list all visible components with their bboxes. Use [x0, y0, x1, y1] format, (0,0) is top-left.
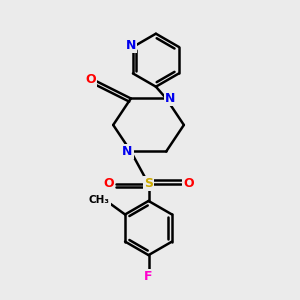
- Text: F: F: [144, 270, 153, 283]
- Text: N: N: [125, 39, 136, 52]
- Text: CH₃: CH₃: [89, 195, 110, 205]
- Text: O: O: [183, 177, 194, 190]
- Text: N: N: [164, 92, 175, 105]
- Text: N: N: [122, 145, 133, 158]
- Text: O: O: [103, 177, 114, 190]
- Text: O: O: [85, 73, 95, 86]
- Text: S: S: [144, 177, 153, 190]
